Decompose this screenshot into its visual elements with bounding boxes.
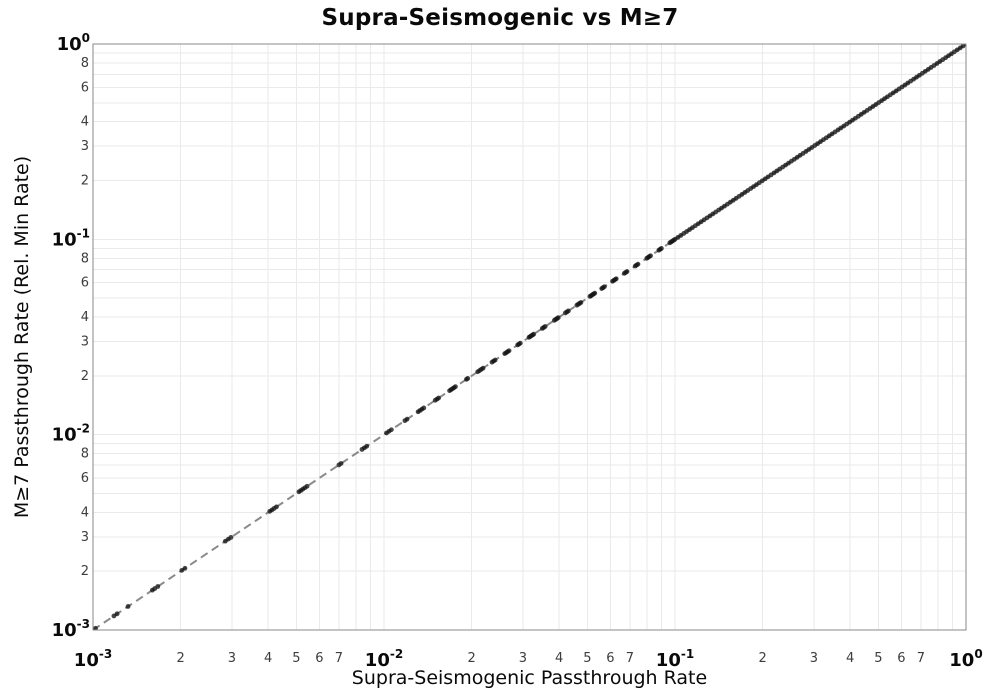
svg-text:8: 8	[81, 447, 89, 462]
svg-text:6: 6	[315, 651, 323, 666]
svg-text:2: 2	[81, 369, 89, 384]
svg-text:3: 3	[228, 651, 236, 666]
svg-text:8: 8	[81, 56, 89, 71]
svg-text:4: 4	[555, 651, 563, 666]
svg-text:4: 4	[264, 651, 272, 666]
svg-text:6: 6	[81, 276, 89, 291]
svg-text:10-1: 10-1	[52, 226, 90, 250]
svg-text:2: 2	[467, 651, 475, 666]
svg-text:2: 2	[176, 651, 184, 666]
svg-text:3: 3	[81, 334, 89, 349]
svg-text:6: 6	[81, 80, 89, 95]
svg-text:8: 8	[81, 251, 89, 266]
svg-text:5: 5	[583, 651, 591, 666]
svg-text:7: 7	[626, 651, 634, 666]
svg-text:10-2: 10-2	[52, 422, 90, 446]
svg-text:100: 100	[949, 647, 982, 671]
svg-text:6: 6	[897, 651, 905, 666]
svg-text:2: 2	[758, 651, 766, 666]
x-axis-label: Supra-Seismogenic Passthrough Rate	[351, 667, 708, 689]
svg-text:10-2: 10-2	[365, 647, 403, 671]
svg-text:2: 2	[81, 564, 89, 579]
svg-text:6: 6	[81, 471, 89, 486]
svg-text:4: 4	[81, 115, 89, 130]
gridlines	[93, 44, 966, 630]
svg-text:4: 4	[81, 310, 89, 325]
svg-text:6: 6	[606, 651, 614, 666]
svg-text:10-3: 10-3	[52, 617, 90, 641]
svg-text:5: 5	[874, 651, 882, 666]
plot-spines	[92, 43, 967, 631]
svg-text:7: 7	[335, 651, 343, 666]
svg-text:3: 3	[81, 139, 89, 154]
svg-text:2: 2	[81, 174, 89, 189]
svg-text:3: 3	[519, 651, 527, 666]
svg-text:3: 3	[81, 530, 89, 545]
chart-title: Supra-Seismogenic vs M≥7	[321, 5, 679, 31]
svg-text:3: 3	[810, 651, 818, 666]
svg-text:7: 7	[917, 651, 925, 666]
svg-text:5: 5	[292, 651, 300, 666]
svg-text:4: 4	[81, 505, 89, 520]
scatter-points	[93, 44, 966, 630]
svg-text:100: 100	[57, 31, 90, 55]
svg-text:10-1: 10-1	[656, 647, 694, 671]
svg-text:10-3: 10-3	[74, 647, 112, 671]
svg-text:4: 4	[846, 651, 854, 666]
